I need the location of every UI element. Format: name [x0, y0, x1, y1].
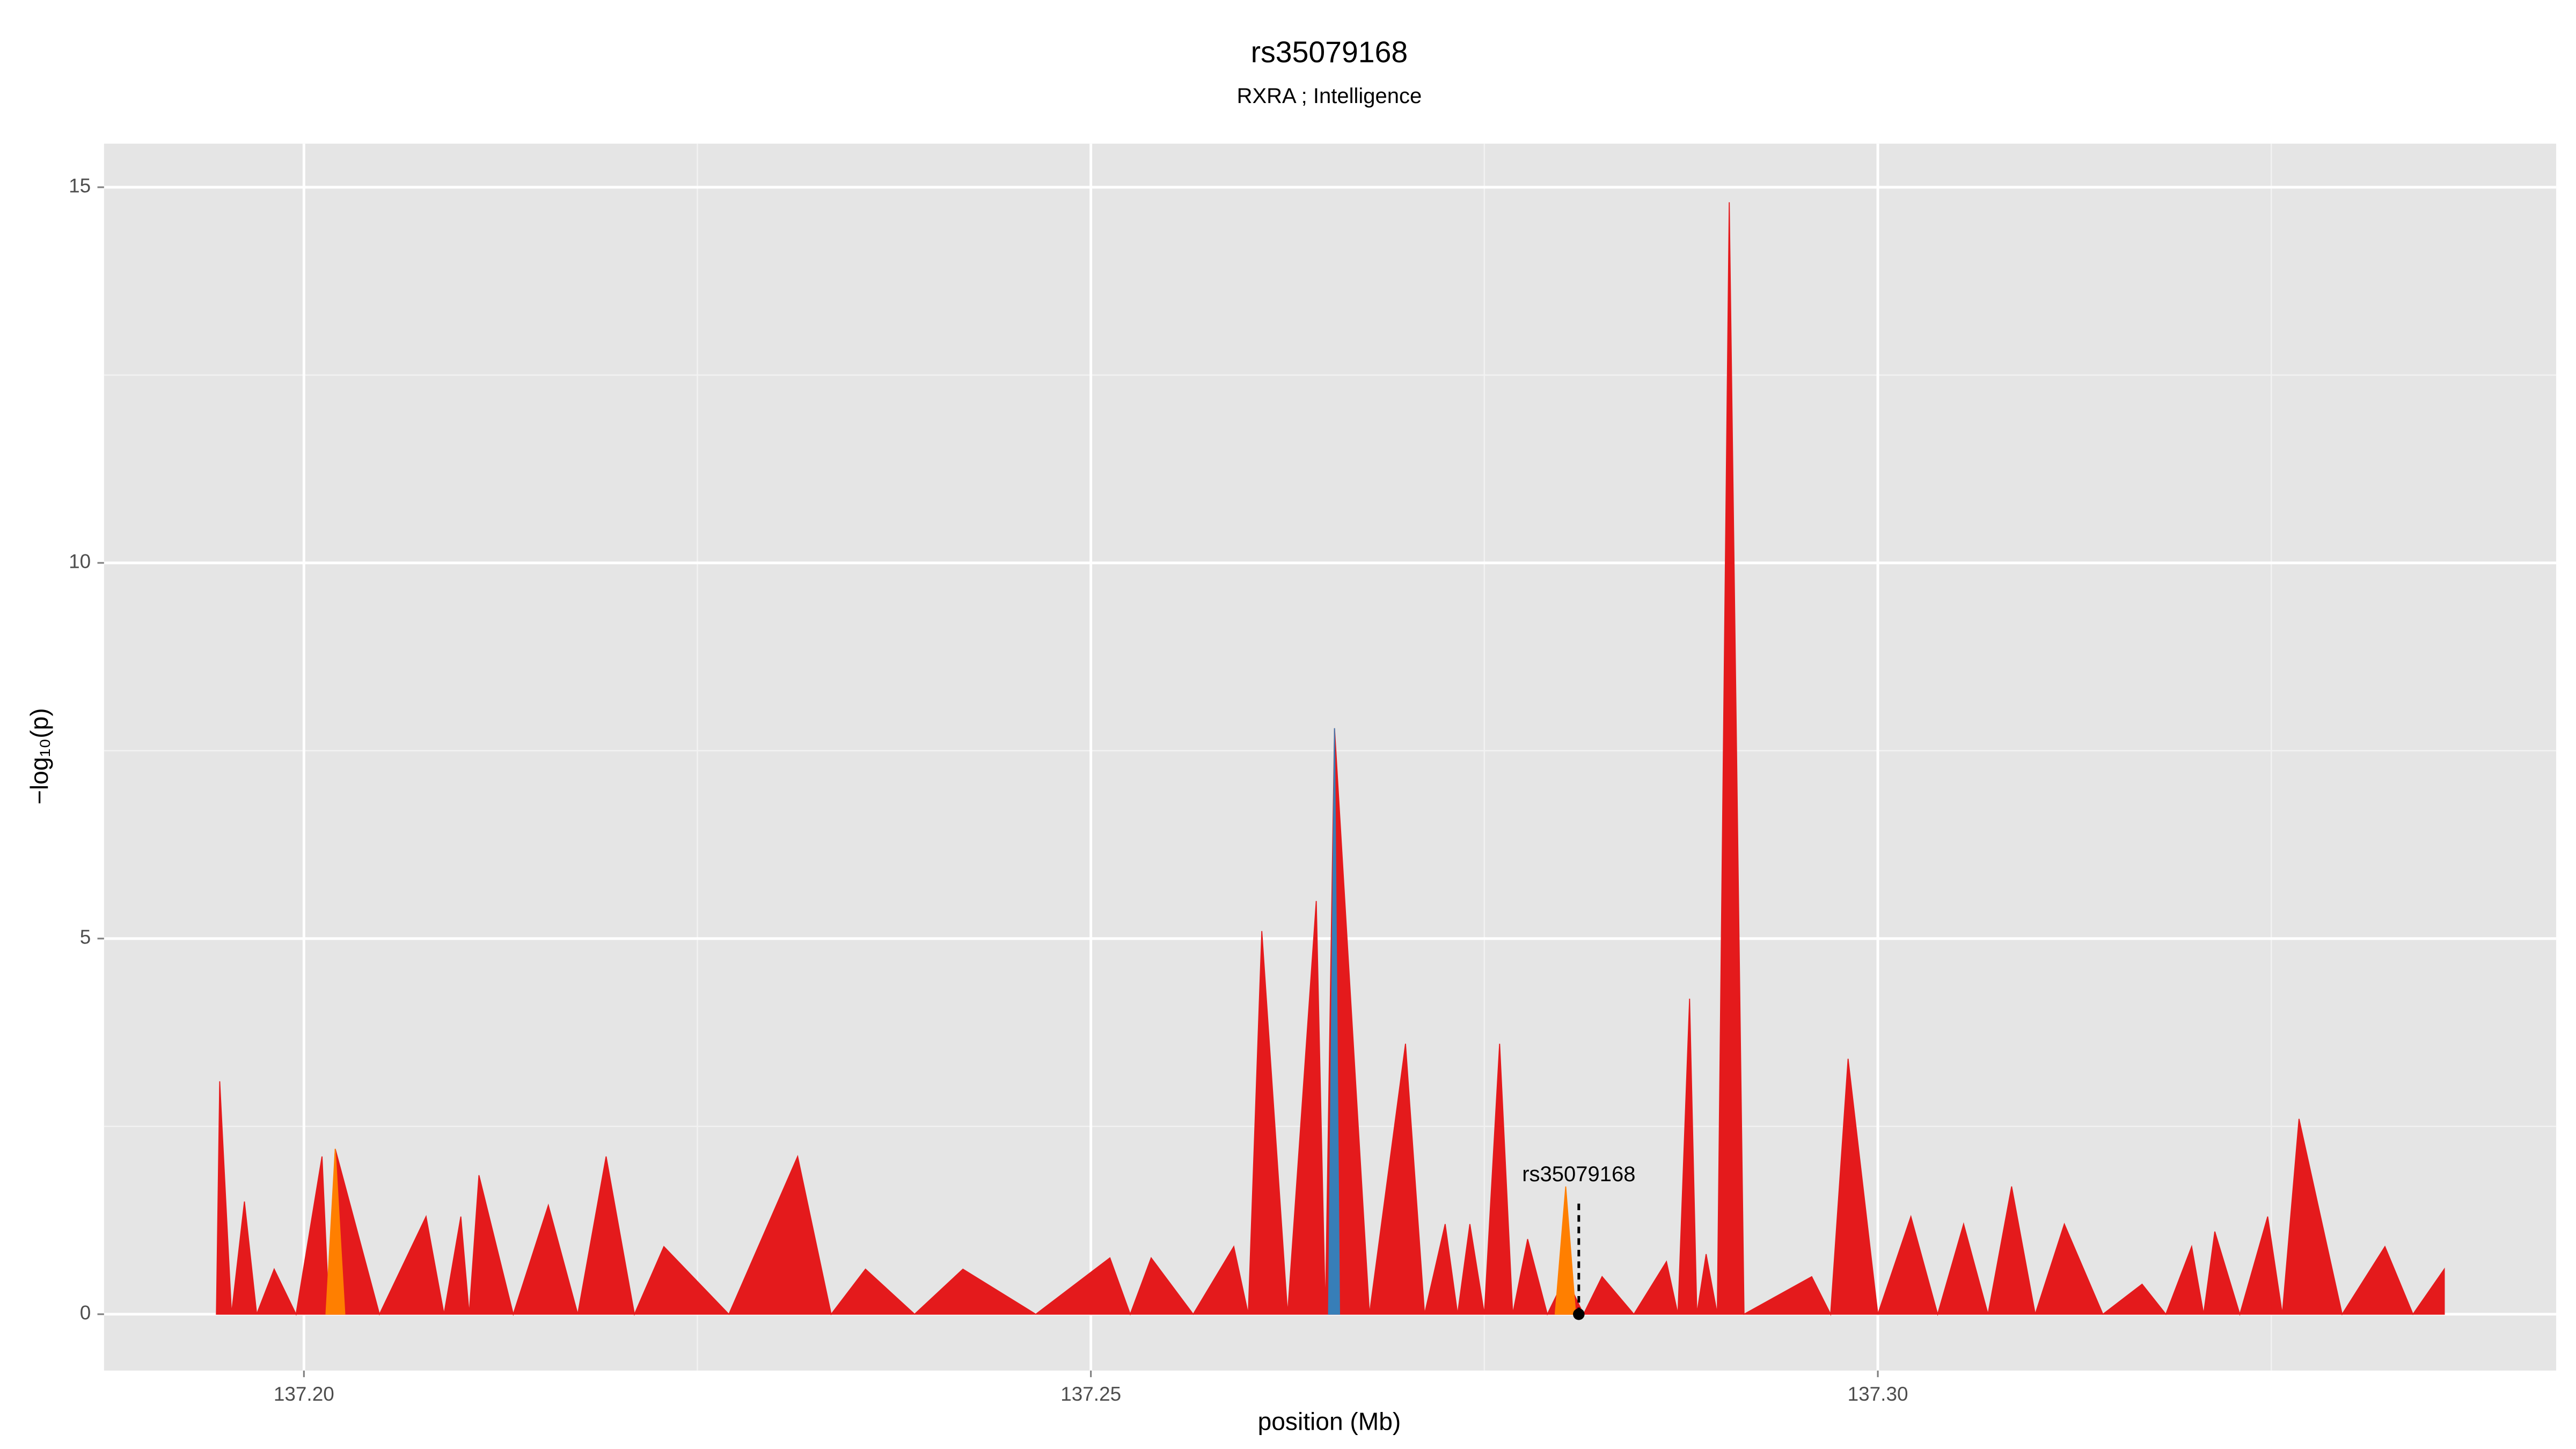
annotation-label: rs35079168 — [1522, 1162, 1635, 1186]
chart-title: rs35079168 — [1251, 35, 1408, 69]
y-axis-label: −log₁₀(p) — [25, 708, 53, 804]
y-tick-label: 15 — [69, 175, 91, 197]
area — [325, 1148, 1576, 1315]
x-tick-label: 137.25 — [1060, 1383, 1121, 1405]
y-tick-label: 5 — [80, 926, 91, 948]
y-tick-label: 0 — [80, 1302, 91, 1324]
y-tick-label: 10 — [69, 551, 91, 573]
annotation-point — [1573, 1308, 1585, 1320]
area — [1328, 728, 1340, 1315]
x-tick-label: 137.30 — [1848, 1383, 1908, 1405]
chart-subtitle: RXRA ; Intelligence — [1237, 84, 1422, 108]
x-tick-label: 137.20 — [274, 1383, 334, 1405]
x-axis-label: position (Mb) — [1258, 1407, 1401, 1435]
